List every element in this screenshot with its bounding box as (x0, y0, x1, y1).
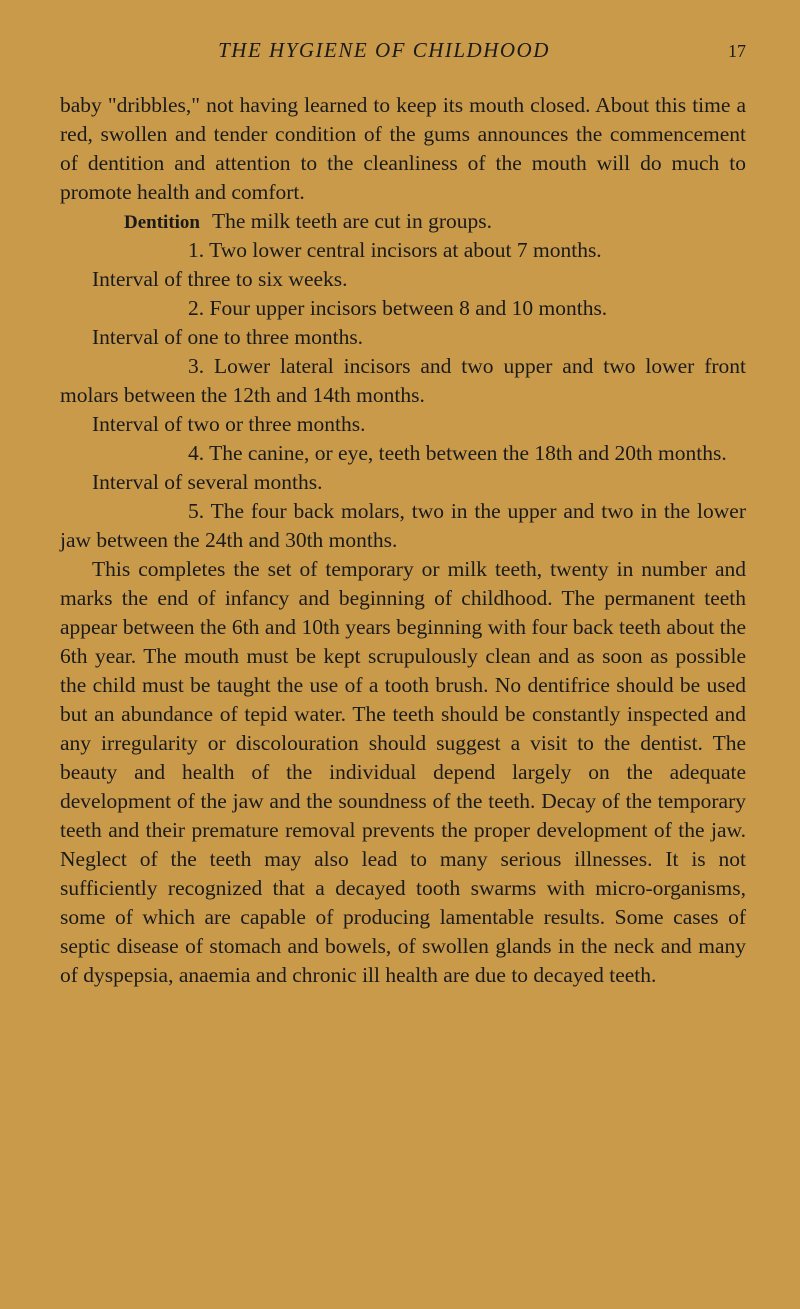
dentition-item-4: 4. The canine, or eye, teeth between the… (60, 439, 746, 468)
sidenote-dentition: Dentition (92, 210, 200, 236)
interval-4: Interval of several months. (60, 468, 746, 497)
dentition-item-3: 3. Lower lateral incisors and two upper … (60, 352, 746, 410)
interval-1: Interval of three to six weeks. (60, 265, 746, 294)
running-title: THE HYGIENE OF CHILDHOOD (60, 38, 708, 63)
paragraph-1: baby "dribbles," not having learned to k… (60, 91, 746, 207)
paragraph-main: This completes the set of temporary or m… (60, 555, 746, 990)
dentition-item-2: 2. Four upper incisors between 8 and 10 … (60, 294, 746, 323)
dentition-item-5: 5. The four back molars, two in the uppe… (60, 497, 746, 555)
p2a-text: The milk teeth are cut in groups. (212, 209, 492, 233)
interval-3: Interval of two or three months. (60, 410, 746, 439)
interval-2: Interval of one to three months. (60, 323, 746, 352)
dentition-line-1: Dentition The milk teeth are cut in group… (60, 207, 746, 236)
body-text: baby "dribbles," not having learned to k… (60, 91, 746, 990)
page-header: THE HYGIENE OF CHILDHOOD 17 (60, 38, 746, 63)
page-number: 17 (728, 41, 746, 62)
dentition-item-1: 1. Two lower central incisors at about 7… (60, 236, 746, 265)
